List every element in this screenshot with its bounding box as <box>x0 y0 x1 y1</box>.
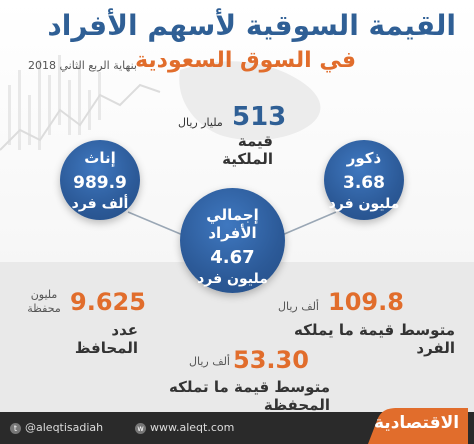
website-link[interactable]: w www.aleqt.com <box>135 421 234 434</box>
total-value: 4.67 <box>210 247 255 268</box>
twitter-handle[interactable]: t @aleqtisadiah <box>10 421 103 434</box>
males-title: ذكور <box>346 149 382 167</box>
females-value: 989.9 <box>73 173 127 193</box>
males-unit: مليون فرد <box>328 196 400 212</box>
females-unit: ألف فرد <box>71 196 129 212</box>
portfolios-value: 9.625 <box>70 288 146 316</box>
avg-individual-value: 109.8 <box>328 288 404 316</box>
avg-portfolio-label: متوسط قيمة ما تملكه المحفظة <box>169 378 330 414</box>
portfolios-label: عدد المحافظ <box>74 321 138 357</box>
males-circle: ذكور 3.68 مليون فرد <box>324 140 404 220</box>
ownership-unit: مليار ريال <box>178 116 223 129</box>
females-circle: إناث 989.9 ألف فرد <box>60 140 140 220</box>
portfolios-unit: مليون محفظة <box>23 288 65 316</box>
total-title: إجمالي الأفراد <box>206 206 259 242</box>
total-individuals-circle: إجمالي الأفراد 4.67 مليون فرد <box>180 188 285 293</box>
saudi-map-decoration <box>179 61 321 141</box>
portfolios-unit-line2: محفظة <box>27 302 61 315</box>
main-title: القيمة السوقية لأسهم الأفراد <box>47 9 456 42</box>
trend-line-decoration <box>0 83 161 151</box>
total-unit: مليون فرد <box>197 271 268 287</box>
males-value: 3.68 <box>343 173 385 193</box>
globe-icon: w <box>135 422 146 434</box>
ownership-value: 513 <box>232 102 287 132</box>
twitter-icon: t <box>10 422 21 434</box>
females-title: إناث <box>84 149 116 167</box>
portfolios-unit-line1: مليون <box>30 288 58 301</box>
brand-logo-text: الاقتصادية <box>374 413 460 433</box>
twitter-text: @aleqtisadiah <box>25 421 104 434</box>
avg-individual-label: متوسط قيمة ما يملكه الفرد <box>294 321 455 357</box>
website-text: www.aleqt.com <box>150 421 235 434</box>
brand-logo-shape <box>368 408 468 444</box>
avg-portfolio-value: 53.30 <box>233 346 309 374</box>
date-label: بنهاية الربع الثاني 2018 <box>28 59 137 72</box>
subtitle: في السوق السعودية <box>135 48 356 73</box>
ownership-label: قيمة الملكية <box>222 132 273 168</box>
avg-portfolio-unit: ألف ريال <box>188 355 230 368</box>
avg-individual-unit: ألف ريال <box>277 300 319 313</box>
